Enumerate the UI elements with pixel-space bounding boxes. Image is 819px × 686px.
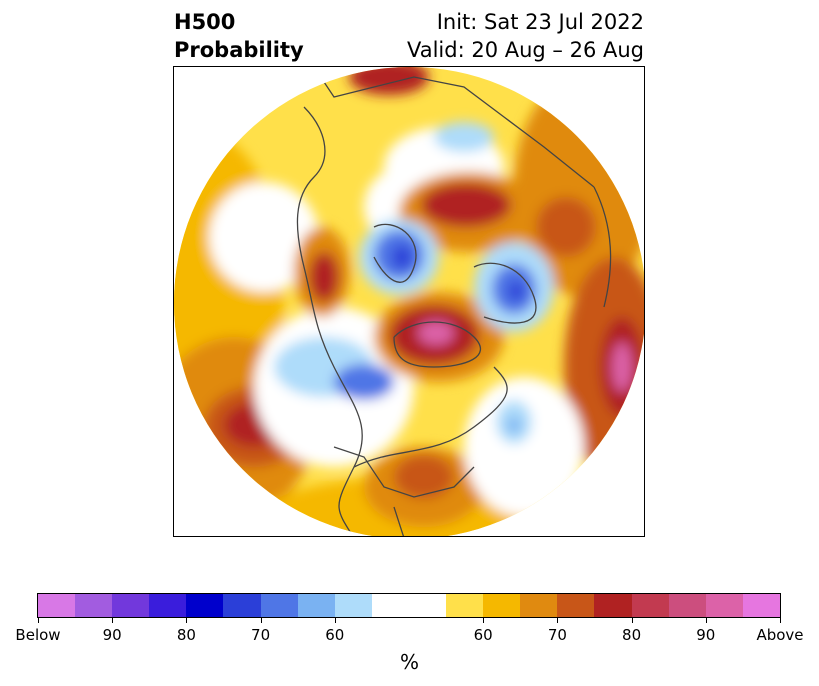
colorbar-segment [705,594,743,617]
colorbar-tick-label: Above [756,626,804,644]
colorbar-tick-mark [780,618,781,623]
colorbar-unit-label: % [399,650,419,674]
colorbar-segment [631,594,669,617]
title-right: Init: Sat 23 Jul 2022 Valid: 20 Aug – 26… [407,8,644,64]
colorbar-segment [557,594,595,617]
colorbar-tick-label: 90 [102,626,122,644]
colorbar-segment [520,594,558,617]
init-time: Init: Sat 23 Jul 2022 [436,10,644,34]
colorbar-segment [149,594,187,617]
colorbar-segment [75,594,113,617]
colorbar-tick-mark [260,618,262,623]
colorbar-tick-label: Below [15,626,61,644]
colorbar-tick-label: 70 [547,626,567,644]
colorbar-segment [186,594,224,617]
colorbar-segment [260,594,298,617]
title-variable: H500 [174,10,236,34]
map-panel [173,66,645,537]
colorbar-tick-labels: Below 90 80 70 60 60 70 80 90 Above [0,626,819,646]
colorbar-tick-mark [186,618,188,623]
colorbar-segment [446,594,484,617]
colorbar [37,593,781,618]
colorbar-segment [38,594,76,617]
colorbar-tick-mark [705,618,707,623]
colorbar-tick-mark [557,618,559,623]
colorbar-segment [594,594,632,617]
colorbar-segment [371,594,409,617]
colorbar-segment [742,594,780,617]
colorbar-segment [408,594,447,617]
colorbar-tick-mark [631,618,633,623]
coastline-overlay [296,67,612,536]
colorbar-tick-label: 80 [176,626,196,644]
colorbar-tick-mark [483,618,485,623]
colorbar-tick-label: 90 [696,626,716,644]
colorbar-segment [483,594,521,617]
title-left: H500 Probability [174,8,304,64]
colorbar-segment [668,594,706,617]
colorbar-segment [334,594,372,617]
colorbar-segment [297,594,335,617]
colorbar-tick-label: 70 [251,626,271,644]
colorbar-tick-label: 60 [325,626,345,644]
colorbar-tick-mark [38,618,39,623]
colorbar-tick-label: 60 [473,626,493,644]
colorbar-segment [112,594,150,617]
colorbar-tick-mark [334,618,336,623]
probability-map [174,67,644,536]
colorbar-tick-mark [112,618,114,623]
colorbar-tick-label: 80 [622,626,642,644]
valid-range: Valid: 20 Aug – 26 Aug [406,38,644,62]
title-metric: Probability [174,38,304,62]
colorbar-segment [223,594,261,617]
